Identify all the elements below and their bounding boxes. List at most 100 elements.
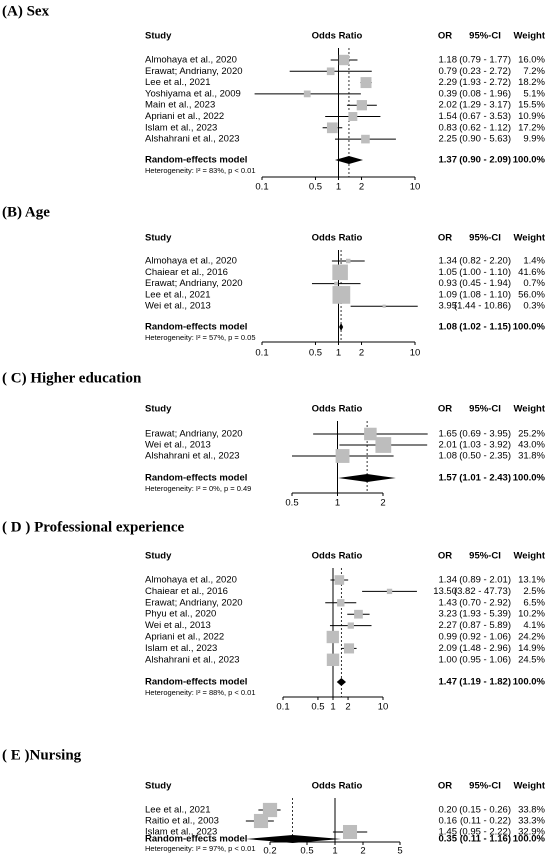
pooled-weight: 100.0% (513, 473, 546, 484)
ci-value: (1.08 - 1.10) (459, 289, 511, 300)
col-header: OR (438, 404, 452, 415)
weight-value: 17.2% (518, 122, 545, 133)
x-tick-label: 1 (336, 348, 341, 359)
study-square (253, 813, 269, 829)
study-square (364, 427, 377, 441)
panel-title: ( C) Higher education (2, 370, 142, 386)
study-name: Islam et al., 2023 (145, 122, 217, 133)
ci-value: (0.67 - 3.53) (459, 111, 511, 122)
study-name: Almohaya et al., 2020 (145, 256, 237, 267)
weight-value: 5.1% (523, 88, 545, 99)
study-name: Erawat; Andriany, 2020 (145, 66, 243, 77)
col-header: OR (438, 233, 452, 244)
study-square (345, 258, 351, 264)
x-tick-label: 2 (380, 498, 385, 509)
or-value: 0.39 (439, 88, 458, 99)
col-header: Study (145, 404, 172, 415)
study-square (334, 281, 338, 286)
weight-value: 24.5% (518, 654, 545, 665)
ci-value: (0.62 - 1.12) (459, 122, 511, 133)
x-tick-label: 10 (378, 702, 389, 713)
ci-value: (1.29 - 3.17) (459, 100, 511, 111)
x-tick-label: 0.5 (309, 348, 322, 359)
study-square (360, 77, 372, 89)
col-header: Study (145, 31, 172, 42)
study-name: Almohaya et al., 2020 (145, 575, 237, 586)
study-square (361, 134, 370, 144)
pooled-ci: (1.19 - 1.82) (459, 677, 511, 688)
pooled-name: Random-effects model (145, 473, 247, 484)
pooled-name: Random-effects model (145, 155, 247, 166)
study-square (334, 575, 345, 585)
ci-value: (0.50 - 2.35) (459, 451, 511, 462)
pooled-diamond (334, 156, 363, 164)
or-value: 1.09 (439, 289, 458, 300)
study-name: Yoshiyama et al., 2009 (145, 88, 241, 99)
or-value: 1.08 (439, 451, 458, 462)
col-header: Odds Ratio (312, 31, 363, 42)
ci-value: (0.90 - 5.63) (459, 134, 511, 145)
study-name: Erawat; Andriany, 2020 (145, 278, 243, 289)
study-name: Islam et al., 2023 (145, 643, 217, 654)
panel-title: ( E )Nursing (2, 747, 82, 763)
pooled-weight: 100.0% (513, 322, 546, 333)
weight-value: 14.9% (518, 643, 545, 654)
heterogeneity: Heterogeneity: I² = 0%, p = 0.49 (145, 484, 251, 493)
weight-value: 0.7% (523, 278, 545, 289)
pooled-name: Random-effects model (145, 834, 247, 845)
weight-value: 18.2% (518, 77, 545, 88)
col-header: Weight (514, 31, 546, 42)
x-tick-label: 2 (359, 182, 364, 193)
col-header: Weight (514, 404, 546, 415)
weight-value: 2.5% (523, 586, 545, 597)
weight-value: 43.0% (518, 440, 545, 451)
ci-value: (1.44 - 10.86) (454, 301, 511, 312)
weight-value: 56.0% (518, 289, 545, 300)
pooled-weight: 100.0% (513, 834, 546, 845)
or-value: 2.02 (439, 100, 458, 111)
pooled-or: 1.37 (439, 155, 458, 166)
col-header: Weight (514, 781, 546, 792)
weight-value: 10.2% (518, 609, 545, 620)
heterogeneity: Heterogeneity: I² = 97%, p < 0.01 (145, 844, 256, 853)
study-square (356, 100, 367, 111)
or-value: 1.43 (439, 597, 458, 608)
col-header: Odds Ratio (312, 781, 363, 792)
x-tick-label: 1 (330, 702, 335, 713)
study-name: Wei et al., 2013 (145, 301, 211, 312)
study-name: Chaiear et al., 2016 (145, 267, 228, 278)
study-name: Islam et al., 2023 (145, 827, 217, 838)
or-value: 0.16 (439, 816, 458, 827)
col-header: Weight (514, 233, 546, 244)
or-value: 0.83 (439, 122, 458, 133)
pooled-weight: 100.0% (513, 155, 546, 166)
weight-value: 13.1% (518, 575, 545, 586)
or-value: 0.99 (439, 632, 458, 643)
or-value: 1.18 (439, 55, 458, 66)
pooled-ci: (0.11 - 1.16) (460, 834, 511, 845)
or-value: 1.34 (439, 256, 458, 267)
x-tick-label: 0.1 (276, 702, 289, 713)
study-square (262, 802, 278, 818)
weight-value: 9.9% (523, 134, 545, 145)
weight-value: 32.9% (518, 827, 545, 838)
or-value: 0.93 (439, 278, 458, 289)
study-name: Erawat; Andriany, 2020 (145, 597, 243, 608)
study-square (303, 90, 311, 98)
weight-value: 6.5% (523, 597, 545, 608)
ci-value: (3.82 - 47.73) (454, 586, 511, 597)
ci-value: (0.23 - 2.72) (459, 66, 511, 77)
col-header: Odds Ratio (312, 551, 363, 562)
col-header: 95%-CI (469, 31, 501, 42)
pooled-diamond (245, 835, 341, 843)
x-tick-label: 10 (410, 348, 421, 359)
study-name: Lee et al., 2021 (145, 805, 211, 816)
col-header: 95%-CI (469, 233, 501, 244)
ci-value: (0.45 - 1.94) (459, 278, 511, 289)
ci-value: (0.89 - 2.01) (459, 575, 511, 586)
or-value: 2.25 (439, 134, 458, 145)
study-square (335, 449, 350, 463)
col-header: Weight (514, 551, 546, 562)
ci-value: (1.03 - 3.92) (459, 440, 511, 451)
